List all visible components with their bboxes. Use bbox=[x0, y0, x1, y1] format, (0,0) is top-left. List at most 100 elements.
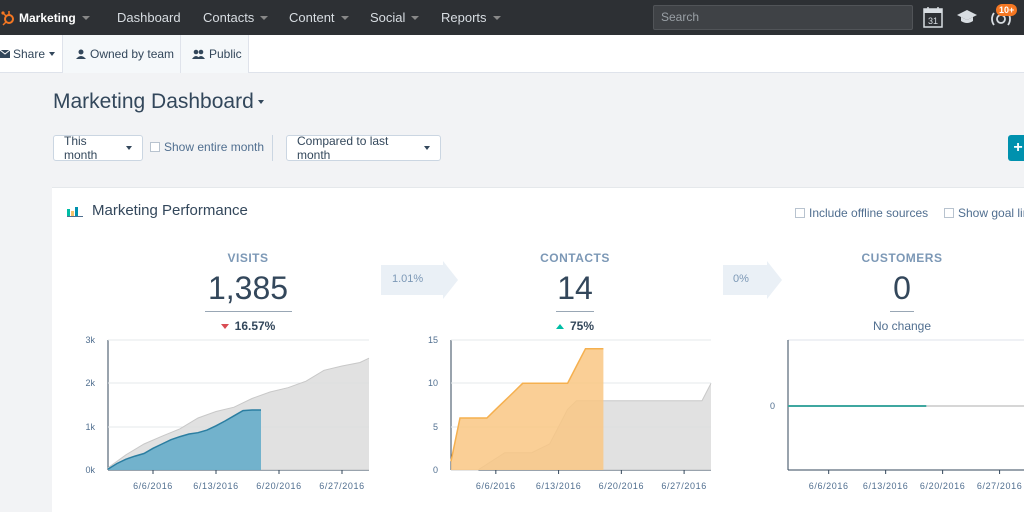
divider bbox=[556, 311, 594, 312]
conversion-arrow bbox=[381, 261, 458, 299]
checkbox-box[interactable] bbox=[150, 142, 160, 152]
checkbox-box[interactable] bbox=[944, 208, 954, 218]
academy-cap-icon[interactable] bbox=[956, 9, 978, 25]
checkbox-box[interactable] bbox=[795, 208, 805, 218]
y-tick-label: 5 bbox=[433, 422, 438, 432]
x-tick-label: 6/20/2016 bbox=[599, 481, 644, 491]
y-tick-label: 2k bbox=[85, 378, 95, 388]
public-label: Public bbox=[209, 47, 242, 61]
add-report-button[interactable]: + bbox=[1008, 135, 1024, 161]
x-tick-label: 6/20/2016 bbox=[920, 481, 965, 491]
owned-by-team-button[interactable]: Owned by team bbox=[63, 35, 181, 73]
previous-period-line bbox=[107, 357, 370, 469]
y-tick-label: 3k bbox=[85, 335, 95, 345]
hubspot-sprocket-icon bbox=[1, 10, 14, 26]
bar-chart-icon bbox=[67, 207, 83, 217]
customers-label: CUSTOMERS bbox=[861, 251, 943, 265]
x-tick-label: 6/27/2016 bbox=[977, 481, 1022, 491]
contacts-change: 75% bbox=[515, 319, 635, 333]
current-period-area bbox=[451, 348, 604, 470]
x-tick-label: 6/20/2016 bbox=[256, 481, 301, 491]
visits-to-contacts-rate: 1.01% bbox=[392, 273, 424, 285]
comparison-dropdown[interactable]: Compared to last month bbox=[286, 134, 441, 162]
visits-label: VISITS bbox=[227, 251, 269, 265]
comparison-label: Compared to last month bbox=[297, 134, 389, 162]
brand-menu[interactable]: Marketing bbox=[0, 0, 90, 35]
current-period-line bbox=[107, 409, 261, 470]
users-icon bbox=[192, 49, 205, 59]
divider bbox=[205, 311, 292, 312]
customers-change: No change bbox=[872, 319, 932, 333]
include-offline-label: Include offline sources bbox=[809, 206, 929, 220]
x-tick-label: 6/27/2016 bbox=[661, 481, 706, 491]
visits-change: 16.57% bbox=[188, 319, 308, 333]
x-tick-label: 6/13/2016 bbox=[863, 481, 908, 491]
nav-item-label: Reports bbox=[441, 10, 487, 25]
current-period-line bbox=[450, 347, 604, 462]
owned-by-team-label: Owned by team bbox=[90, 47, 175, 61]
conversion-arrow bbox=[723, 261, 782, 299]
x-tick-label: 6/6/2016 bbox=[809, 481, 849, 491]
x-tick-label: 6/13/2016 bbox=[193, 481, 238, 491]
visits-value: 1,385 bbox=[207, 270, 289, 306]
customers-value: 0 bbox=[893, 270, 911, 306]
current-period-area bbox=[108, 410, 261, 470]
contacts-value: 14 bbox=[557, 270, 593, 306]
divider bbox=[890, 311, 914, 312]
dashboard-title-menu[interactable]: Marketing Dashboard bbox=[53, 90, 264, 114]
top-nav: Marketing Dashboard Contacts Content Soc… bbox=[0, 0, 1024, 35]
include-offline-checkbox[interactable]: Include offline sources bbox=[795, 206, 928, 220]
chevron-down-icon bbox=[340, 15, 349, 20]
share-button[interactable]: Share bbox=[0, 35, 63, 73]
share-bar: Share Owned by team Public bbox=[0, 35, 1024, 73]
chevron-down-icon bbox=[492, 15, 501, 20]
search-input[interactable]: Search bbox=[653, 5, 913, 30]
chevron-down-icon bbox=[126, 146, 132, 150]
nav-item-social[interactable]: Social bbox=[370, 0, 420, 35]
chevron-down-icon bbox=[81, 15, 90, 20]
chevron-down-icon bbox=[424, 146, 430, 150]
chevron-down-icon bbox=[257, 100, 264, 105]
calendar-icon[interactable]: 31 bbox=[923, 6, 943, 28]
notification-badge: 10+ bbox=[996, 4, 1018, 16]
nav-item-dashboard[interactable]: Dashboard bbox=[117, 0, 181, 35]
contacts-to-customers-rate: 0% bbox=[733, 273, 749, 285]
public-button[interactable]: Public bbox=[181, 35, 249, 73]
x-tick-label: 6/13/2016 bbox=[536, 481, 581, 491]
share-label: Share bbox=[13, 47, 46, 61]
divider bbox=[272, 135, 273, 161]
nav-item-reports[interactable]: Reports bbox=[441, 0, 501, 35]
envelope-icon bbox=[0, 50, 10, 58]
nav-item-label: Social bbox=[370, 10, 406, 25]
user-icon bbox=[76, 49, 86, 59]
date-range-dropdown[interactable]: This month bbox=[53, 134, 143, 162]
chevron-down-icon bbox=[260, 15, 269, 20]
calendar-day: 31 bbox=[928, 16, 938, 26]
show-goal-line-label: Show goal lin bbox=[958, 206, 1024, 220]
y-tick-label: 0k bbox=[85, 465, 95, 475]
nav-item-label: Dashboard bbox=[117, 10, 181, 25]
y-tick-label: 15 bbox=[428, 335, 438, 345]
nav-item-label: Contacts bbox=[203, 10, 255, 25]
nav-item-label: Content bbox=[289, 10, 335, 25]
y-tick-label: 10 bbox=[428, 378, 438, 388]
show-entire-month-label: Show entire month bbox=[164, 140, 265, 154]
arrow-down-icon bbox=[220, 324, 229, 330]
nav-item-contacts[interactable]: Contacts bbox=[203, 0, 269, 35]
arrow-up-icon bbox=[555, 324, 564, 330]
contacts-change-value: 75% bbox=[569, 319, 595, 333]
chevron-down-icon bbox=[49, 52, 56, 56]
show-goal-line-checkbox[interactable]: Show goal lin bbox=[944, 206, 1024, 220]
x-tick-label: 6/6/2016 bbox=[476, 481, 516, 491]
show-entire-month-checkbox[interactable]: Show entire month bbox=[150, 140, 264, 154]
y-tick-label: 0 bbox=[433, 465, 438, 475]
date-range-label: This month bbox=[64, 134, 98, 162]
nav-item-content[interactable]: Content bbox=[289, 0, 349, 35]
brand-label: Marketing bbox=[19, 10, 76, 25]
chevron-down-icon bbox=[411, 15, 420, 20]
contacts-label: CONTACTS bbox=[540, 251, 610, 265]
card-title: Marketing Performance bbox=[92, 202, 248, 219]
y-tick-label: 0 bbox=[770, 401, 775, 411]
page-title: Marketing Dashboard bbox=[53, 90, 254, 113]
x-tick-label: 6/6/2016 bbox=[133, 481, 173, 491]
